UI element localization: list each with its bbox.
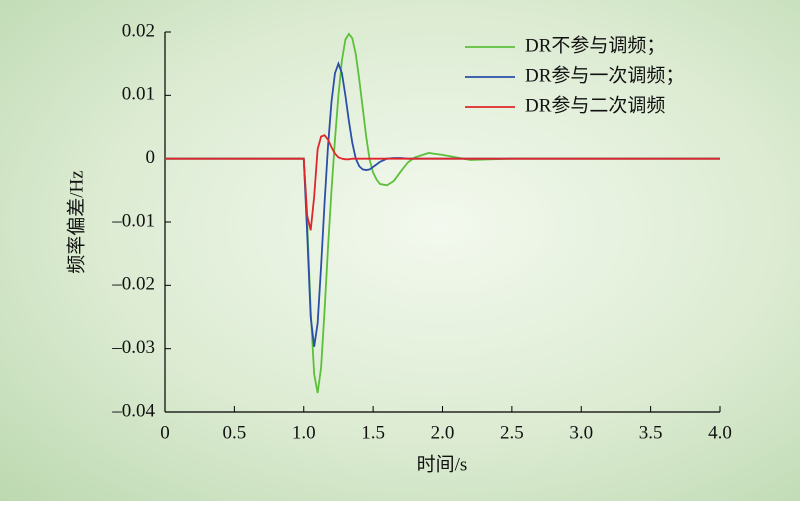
- x-tick-label: 0.5: [223, 422, 247, 443]
- legend-label: DR参与二次调频: [525, 94, 665, 116]
- data-line: [165, 134, 720, 231]
- y-tick-label: –0.04: [111, 400, 155, 421]
- x-tick-label: 3.0: [569, 422, 593, 443]
- y-axis-label: 频率偏差/Hz: [65, 170, 87, 273]
- legend-label: DR参与一次调频；: [525, 64, 684, 86]
- x-tick-label: 1.0: [292, 422, 316, 443]
- x-tick-label: 0: [160, 422, 170, 443]
- x-tick-label: 3.5: [639, 422, 663, 443]
- y-tick-label: –0.02: [111, 274, 155, 295]
- x-axis-label: 时间/s: [417, 453, 468, 475]
- data-line: [165, 32, 720, 394]
- x-tick-label: 4.0: [708, 422, 732, 443]
- y-tick-label: 0: [146, 147, 156, 168]
- x-tick-label: 1.5: [361, 422, 385, 443]
- y-tick-label: 0.02: [122, 20, 155, 41]
- legend-label: DR不参与调频；: [525, 34, 665, 56]
- y-tick-label: –0.01: [111, 210, 155, 231]
- y-tick-label: 0.01: [122, 84, 155, 105]
- x-tick-label: 2.0: [431, 422, 455, 443]
- x-tick-label: 2.5: [500, 422, 524, 443]
- y-tick-label: –0.03: [111, 337, 155, 358]
